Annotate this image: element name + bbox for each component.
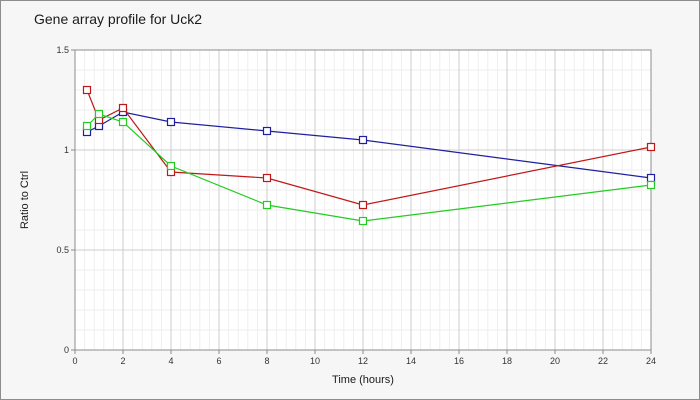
- data-point: [166, 161, 176, 171]
- data-point: [262, 200, 272, 210]
- x-tick-label: 4: [168, 356, 173, 366]
- data-point: [358, 216, 368, 226]
- x-tick-label: 22: [598, 356, 608, 366]
- data-point: [82, 121, 92, 131]
- series-2: [82, 85, 656, 210]
- data-point: [262, 173, 272, 183]
- x-tick-label: 24: [646, 356, 656, 366]
- x-tick-label: 16: [454, 356, 464, 366]
- data-point: [358, 200, 368, 210]
- x-axis-title: Time (hours): [332, 374, 394, 386]
- data-point: [166, 117, 176, 127]
- x-tick-label: 6: [216, 356, 221, 366]
- x-tick-label: 0: [72, 356, 77, 366]
- x-tick-label: 18: [502, 356, 512, 366]
- y-tick-label: 1: [64, 145, 69, 155]
- x-tick-label: 12: [358, 356, 368, 366]
- x-tick-label: 10: [310, 356, 320, 366]
- x-tick-label: 2: [120, 356, 125, 366]
- chart-title: Gene array profile for Uck2: [34, 11, 203, 27]
- grid: [74, 49, 652, 351]
- data-point: [646, 173, 656, 183]
- x-tick-label: 20: [550, 356, 560, 366]
- y-tick-label: 0: [64, 345, 69, 355]
- data-point: [118, 117, 128, 127]
- x-tick-label: 8: [264, 356, 269, 366]
- y-tick-label: 0.5: [56, 245, 69, 255]
- data-point: [358, 135, 368, 145]
- data-point: [82, 85, 92, 95]
- y-axis-title: Ratio to Ctrl: [19, 171, 31, 229]
- y-tick-label: 1.5: [56, 45, 69, 55]
- data-point: [646, 180, 656, 190]
- x-tick-label: 14: [406, 356, 416, 366]
- series-layer: [82, 85, 656, 226]
- data-point: [646, 142, 656, 152]
- data-point: [94, 109, 104, 119]
- series-3: [82, 109, 656, 226]
- data-point: [118, 103, 128, 113]
- data-point: [262, 126, 272, 136]
